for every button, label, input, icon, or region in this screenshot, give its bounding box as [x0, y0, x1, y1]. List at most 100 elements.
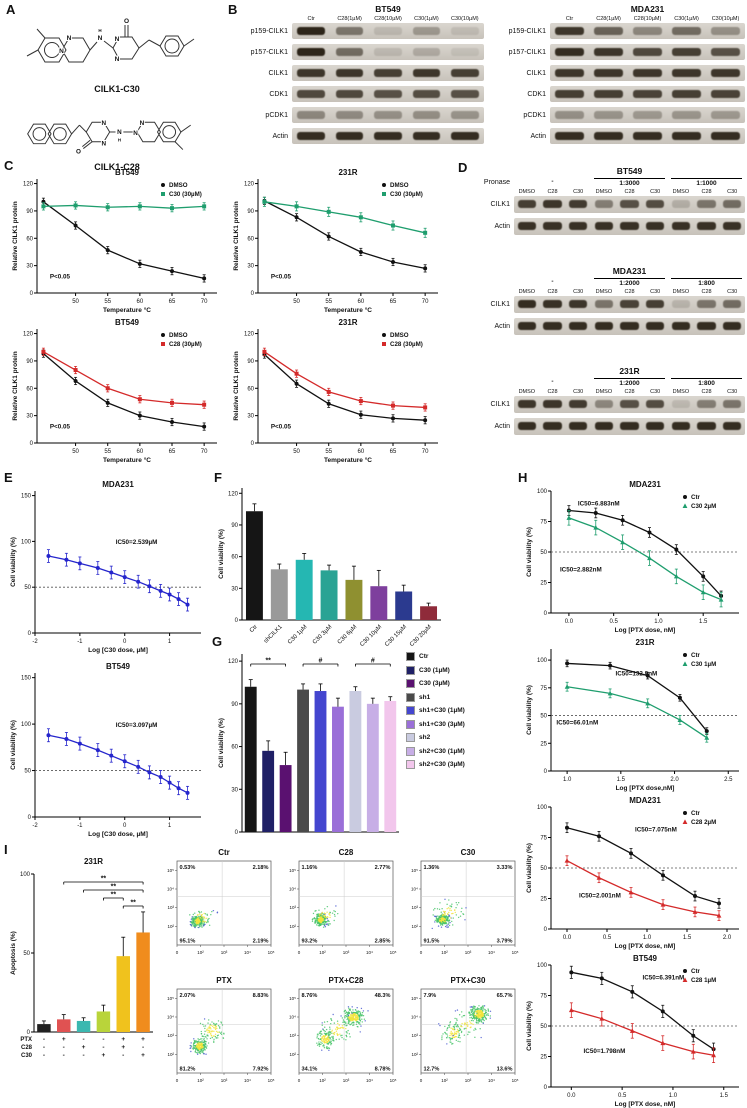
blot-strip — [550, 65, 745, 81]
chart-c-231r-c28: 50 55 60 65 70 0 30 60 90 120 231R Temperature °C Re… — [233, 318, 438, 464]
svg-text:150: 150 — [21, 676, 32, 682]
svg-text:1: 1 — [168, 823, 172, 829]
svg-text:0: 0 — [176, 1078, 179, 1083]
svg-text:-2: -2 — [32, 639, 38, 645]
svg-text:0.5: 0.5 — [609, 619, 618, 625]
svg-text:90: 90 — [247, 209, 254, 215]
svg-text:0: 0 — [544, 1085, 548, 1091]
svg-text:50: 50 — [293, 299, 300, 305]
svg-text:+: + — [102, 1052, 106, 1059]
lane-label: C30 — [573, 289, 584, 295]
blot-row: Actin — [492, 128, 745, 144]
svg-text:10³: 10³ — [411, 905, 418, 910]
blot-row-label: CDK1 — [269, 90, 288, 98]
svg-text:1.5: 1.5 — [617, 777, 626, 783]
svg-text:Cell viability (%): Cell viability (%) — [10, 720, 17, 770]
svg-text:90: 90 — [231, 702, 238, 708]
svg-text:7.9%: 7.9% — [424, 993, 437, 999]
panel-h-label: H — [518, 470, 528, 485]
svg-text:Log [PTX dose, nM]: Log [PTX dose, nM] — [615, 627, 676, 634]
blot-title: BT549 — [375, 4, 401, 14]
lane-label: C30 — [573, 189, 584, 195]
blot-row-label: Actin — [494, 423, 510, 430]
lane-label: C28 — [701, 289, 712, 295]
legend-label: sh1+C30 (1µM) — [419, 707, 465, 714]
svg-text:**: ** — [265, 658, 271, 665]
svg-text:25: 25 — [540, 581, 547, 587]
svg-text:1: 1 — [168, 639, 172, 645]
blot-row-label: pCDK1 — [523, 111, 546, 119]
blot-strip — [550, 86, 745, 102]
legend-label: sh2+C30 (1µM) — [419, 747, 465, 755]
svg-text:65: 65 — [390, 299, 397, 305]
svg-text:C28 (30µM): C28 (30µM) — [169, 341, 202, 348]
svg-text:50: 50 — [24, 585, 31, 591]
panel-a-label: A — [6, 2, 16, 17]
svg-text:10⁴: 10⁴ — [289, 887, 296, 892]
lane-label: Ctr — [565, 16, 574, 22]
svg-text:50: 50 — [540, 714, 547, 720]
svg-text:60: 60 — [231, 745, 238, 751]
blot-strip — [292, 107, 484, 123]
blot-strip — [514, 318, 745, 335]
lane-label: C28 — [624, 289, 635, 295]
svg-text:Ctr: Ctr — [691, 968, 701, 975]
svg-text:231R: 231R — [84, 857, 103, 866]
legend-swatch — [406, 665, 415, 675]
svg-text:-: - — [142, 1044, 144, 1051]
svg-text:-1: -1 — [77, 639, 83, 645]
legend-swatch — [406, 692, 415, 702]
blot-strip — [550, 128, 745, 144]
svg-text:10⁵: 10⁵ — [268, 1078, 275, 1083]
panel-c-label: C — [4, 158, 14, 173]
pronase-dose: 1:2000 — [594, 278, 665, 287]
lane-label: C28 — [624, 389, 635, 395]
blot-title: MDA231 — [612, 266, 647, 276]
lane-label: C30(1µM) — [674, 16, 699, 22]
svg-text:120: 120 — [244, 182, 255, 188]
svg-text:PTX: PTX — [20, 1037, 32, 1043]
svg-text:65: 65 — [169, 449, 176, 455]
svg-text:P<0.05: P<0.05 — [271, 423, 292, 430]
svg-text:Relative CILK1 protein: Relative CILK1 protein — [12, 351, 19, 420]
svg-text:10³: 10³ — [289, 1033, 296, 1038]
svg-text:C30 2µM: C30 2µM — [691, 503, 716, 510]
blot-row: pCDK1 — [492, 107, 745, 123]
svg-text:10⁴: 10⁴ — [167, 1015, 174, 1020]
blot-strip — [292, 65, 484, 81]
lane-label: C30 — [727, 389, 738, 395]
svg-text:1.0: 1.0 — [563, 777, 572, 783]
chart-g-legend: Ctr C30 (1µM) C30 (3µM) sh1 sh1+C30 (1µM) sh1… — [406, 652, 520, 774]
svg-text:10³: 10³ — [465, 950, 472, 955]
svg-text:10³: 10³ — [289, 905, 296, 910]
svg-text:10²: 10² — [319, 1078, 326, 1083]
svg-text:100: 100 — [537, 805, 548, 811]
svg-text:2.0: 2.0 — [670, 777, 679, 783]
chart-h-231r-c30: 1.0 1.5 2.0 2.5 0 25 50 75 100 231R Log [PTX dose,… — [526, 638, 739, 792]
lane-label: DMSO — [672, 289, 690, 295]
blot-row: Actin — [462, 218, 745, 235]
pronase-dose: 1:1000 — [671, 178, 742, 187]
blot-row: CILK1 — [462, 396, 745, 413]
svg-text:10⁴: 10⁴ — [244, 1078, 251, 1083]
blot-row: pCDK1 — [234, 107, 484, 123]
svg-text:Log [C30 dose, µM]: Log [C30 dose, µM] — [88, 647, 148, 654]
legend-label: sh2+C30 (3µM) — [419, 761, 465, 768]
lane-label: C30(10µM) — [451, 16, 479, 22]
svg-text:10⁵: 10⁵ — [512, 950, 519, 955]
legend-label: sh2 — [419, 734, 431, 741]
svg-text:+: + — [141, 1052, 145, 1059]
pronase-dose: 1:800 — [671, 378, 742, 387]
svg-text:25: 25 — [540, 741, 547, 747]
svg-text:91.5%: 91.5% — [424, 939, 440, 945]
svg-text:C28 2µM: C28 2µM — [691, 819, 716, 826]
svg-text:+: + — [121, 1044, 125, 1051]
svg-text:3.79%: 3.79% — [497, 939, 513, 945]
blot-row-label: CILK1 — [490, 401, 510, 408]
legend-label: C30 (1µM) — [419, 666, 450, 674]
svg-text:Cell viability (%): Cell viability (%) — [526, 1001, 533, 1051]
svg-text:75: 75 — [540, 836, 547, 842]
svg-text:10⁵: 10⁵ — [390, 950, 397, 955]
legend-item: sh1+C30 (3µM) — [406, 719, 520, 729]
svg-text:10⁵: 10⁵ — [411, 996, 418, 1001]
